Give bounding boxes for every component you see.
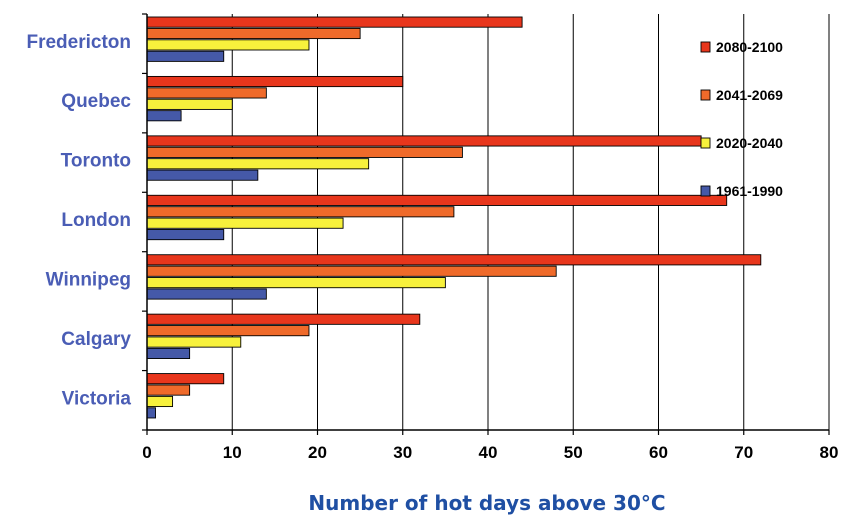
axes [142,13,830,435]
bar-winnipeg-2020-2040 [146,277,446,289]
category-label-fredericton: Fredericton [26,32,131,53]
legend-label-2041-2069: 2041-2069 [716,87,783,103]
legend-swatch-2080-2100 [700,41,711,53]
bar-toronto-1961-1990 [146,169,259,181]
category-label-london: London [61,210,131,231]
x-tick-label-50: 50 [564,443,583,462]
x-tick-label-20: 20 [308,443,327,462]
x-tick-label-0: 0 [142,443,151,462]
bars [146,16,762,419]
x-tick-label-10: 10 [223,443,242,462]
bar-london-2080-2100 [146,194,728,206]
x-tick-label-60: 60 [649,443,668,462]
bar-fredericton-2041-2069 [146,27,361,40]
bar-quebec-2041-2069 [146,87,267,99]
bar-calgary-2080-2100 [146,313,421,325]
x-tick-label-30: 30 [393,443,412,462]
city-labels: Fredericton Quebec Toronto London Winnipeg Ca… [26,32,131,410]
bar-fredericton-2080-2100 [146,16,523,28]
legend-swatch-2020-2040 [700,137,711,149]
bar-toronto-2041-2069 [146,146,463,158]
legend: 2080-2100 2041-2069 2020-2040 1961-1990 [700,39,783,199]
bar-victoria-2041-2069 [146,384,191,396]
category-label-quebec: Quebec [61,91,131,112]
legend-label-1961-1990: 1961-1990 [716,183,783,199]
bar-toronto-2020-2040 [146,158,370,170]
bar-victoria-1961-1990 [146,407,156,419]
legend-label-2020-2040: 2020-2040 [716,135,783,151]
bar-quebec-2020-2040 [146,98,233,110]
legend-label-2080-2100: 2080-2100 [716,39,783,55]
bar-winnipeg-2080-2100 [146,254,762,266]
bar-toronto-2080-2100 [146,135,702,147]
bar-calgary-1961-1990 [146,347,191,359]
bar-calgary-2041-2069 [146,325,310,337]
bar-london-1961-1990 [146,229,225,241]
x-tick-label-40: 40 [479,443,498,462]
tick-labels: 0 10 20 30 40 50 60 70 80 [142,443,838,462]
x-axis-title: Number of hot days above 30°C [308,491,665,515]
legend-swatch-2041-2069 [700,89,711,101]
category-label-victoria: Victoria [62,388,132,409]
bar-fredericton-2020-2040 [146,39,310,51]
bar-calgary-2020-2040 [146,336,242,348]
bar-london-2020-2040 [146,217,344,229]
bar-victoria-2080-2100 [146,373,225,385]
category-label-winnipeg: Winnipeg [46,270,131,291]
bar-london-2041-2069 [146,206,455,218]
bar-quebec-1961-1990 [146,110,182,122]
category-label-calgary: Calgary [61,329,131,350]
bar-winnipeg-2041-2069 [146,265,557,277]
x-tick-label-80: 80 [820,443,839,462]
bar-winnipeg-1961-1990 [146,288,267,300]
bar-victoria-2020-2040 [146,395,174,408]
legend-swatch-1961-1990 [700,185,711,197]
category-label-toronto: Toronto [61,151,131,172]
bar-fredericton-1961-1990 [146,50,225,62]
bar-quebec-2080-2100 [146,75,404,88]
x-tick-label-70: 70 [734,443,753,462]
